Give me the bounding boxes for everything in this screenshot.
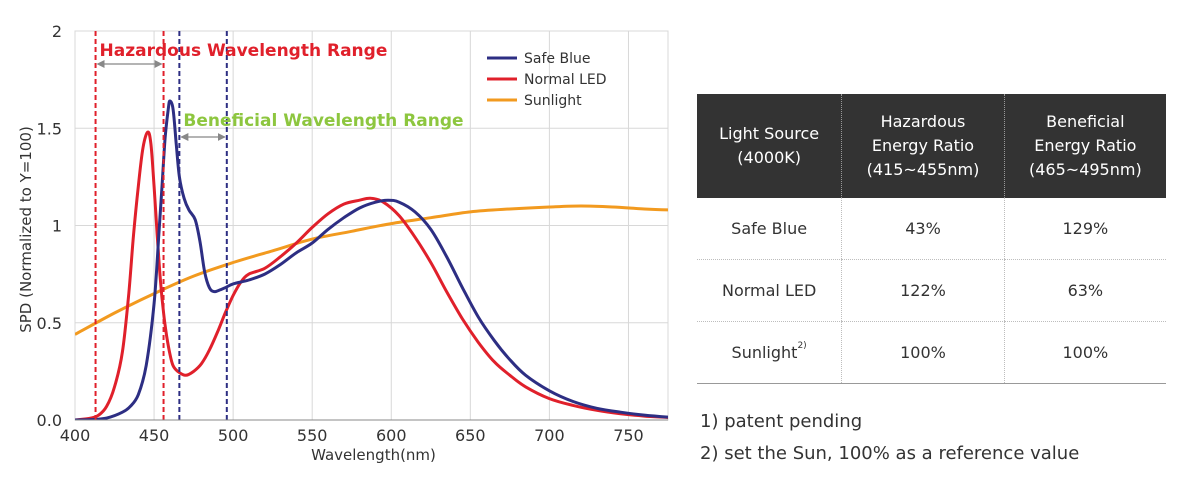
header-line: Beneficial	[1046, 112, 1125, 131]
table-row: Normal LED 122% 63%	[697, 259, 1166, 322]
x-tick-label: 450	[139, 426, 170, 445]
energy-ratio-table: Light Source (4000K) Hazardous Energy Ra…	[697, 94, 1166, 384]
table-row: Safe Blue 43% 129%	[697, 198, 1166, 260]
x-axis-label: Wavelength(nm)	[311, 446, 436, 464]
header-beneficial-ratio: Beneficial Energy Ratio (465~495nm)	[1003, 94, 1166, 198]
chart-series	[75, 99, 668, 420]
legend-label: Sunlight	[524, 93, 582, 109]
x-tick-label: 600	[376, 426, 407, 445]
source-footnote: 2)	[797, 341, 807, 351]
legend-label: Normal LED	[524, 72, 607, 88]
x-tick-label: 400	[60, 426, 91, 445]
header-line: (415~455nm)	[866, 160, 980, 179]
x-tick-label: 500	[218, 426, 249, 445]
series-line-safe-blue	[75, 99, 668, 420]
header-line: (465~495nm)	[1029, 160, 1142, 179]
header-line: Energy Ratio	[1034, 136, 1137, 155]
header-line: Hazardous	[880, 112, 966, 131]
cell-hazardous: 122%	[841, 259, 1005, 322]
y-tick-label: 0.0	[37, 411, 62, 430]
header-line: Light Source	[719, 124, 820, 143]
y-axis-label: SPD (Normalized to Y=100)	[17, 126, 35, 333]
range-label: Hazardous Wavelength Range	[100, 41, 388, 61]
range-annotations: Hazardous Wavelength Range Beneficial Wav…	[96, 41, 464, 141]
cell-beneficial: 100%	[1003, 321, 1166, 384]
cell-hazardous: 43%	[841, 198, 1005, 260]
footnotes: 1) patent pending 2) set the Sun, 100% a…	[700, 406, 1079, 470]
source-name: Safe Blue	[731, 219, 808, 238]
header-hazardous-ratio: Hazardous Energy Ratio (415~455nm)	[841, 94, 1005, 198]
x-tick-label: 700	[534, 426, 565, 445]
spd-chart: Hazardous Wavelength Range Beneficial Wav…	[17, 22, 669, 464]
table-row: Sunlight2) 100% 100%	[697, 321, 1166, 384]
y-tick-label: 1	[52, 217, 62, 236]
x-tick-label: 750	[613, 426, 644, 445]
cell-source: Sunlight2)	[697, 321, 842, 384]
range-label: Beneficial Wavelength Range	[183, 111, 463, 131]
y-tick-label: 0.5	[37, 314, 62, 333]
cell-source: Normal LED	[697, 259, 842, 322]
reference-lines	[94, 31, 228, 420]
chart-axes: 400 450 500 550 600 650 700 750 0.0 0.5 1 1.5 2 Wavel…	[17, 22, 668, 464]
y-tick-label: 1.5	[37, 119, 62, 138]
cell-source: Safe Blue	[697, 198, 842, 260]
header-light-source: Light Source (4000K)	[697, 94, 842, 198]
x-tick-label: 550	[297, 426, 328, 445]
header-line: (4000K)	[737, 148, 801, 167]
table-header-row: Light Source (4000K) Hazardous Energy Ra…	[697, 94, 1166, 198]
chart-legend: Safe Blue Normal LED Sunlight	[487, 51, 607, 109]
cell-beneficial: 129%	[1003, 198, 1166, 260]
y-tick-label: 2	[52, 22, 62, 41]
cell-beneficial: 63%	[1003, 259, 1166, 322]
footnote-2: 2) set the Sun, 100% as a reference valu…	[700, 443, 1080, 464]
source-name: Sunlight	[731, 343, 798, 362]
footnote-1: 1) patent pending	[700, 411, 863, 432]
header-line: Energy Ratio	[871, 136, 975, 155]
x-tick-label: 650	[455, 426, 486, 445]
cell-hazardous: 100%	[841, 321, 1005, 384]
series-line-normal-led	[75, 130, 668, 420]
source-name: Normal LED	[721, 281, 817, 300]
series-line-sunlight	[75, 204, 668, 336]
legend-label: Safe Blue	[524, 51, 590, 67]
